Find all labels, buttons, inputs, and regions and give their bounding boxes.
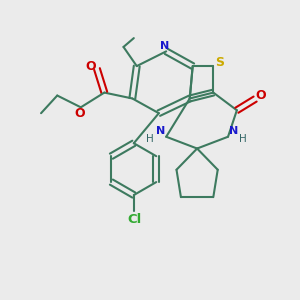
Text: O: O (85, 60, 96, 73)
Text: N: N (156, 126, 165, 136)
Text: Cl: Cl (127, 213, 142, 226)
Text: O: O (74, 107, 85, 120)
Text: O: O (256, 89, 266, 102)
Text: S: S (215, 56, 224, 69)
Text: N: N (229, 126, 238, 136)
Text: H: H (239, 134, 247, 144)
Text: N: N (160, 41, 169, 51)
Text: H: H (146, 134, 154, 144)
